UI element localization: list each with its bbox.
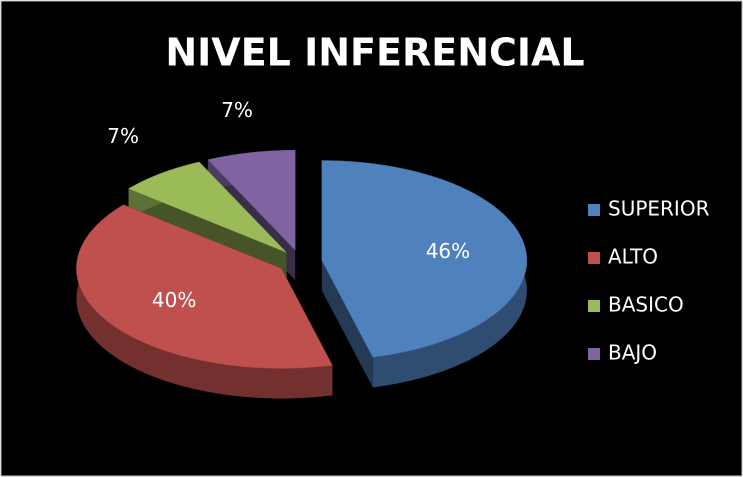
slice-top	[207, 149, 296, 251]
legend-label: SUPERIOR	[608, 197, 710, 221]
legend-label: ALTO	[608, 245, 658, 269]
data-label: 7%	[107, 124, 139, 148]
slice-top	[76, 204, 333, 369]
data-label: 46%	[426, 239, 470, 263]
legend-label: BAJO	[608, 341, 657, 365]
legend-swatch	[588, 252, 600, 264]
legend-swatch	[588, 348, 600, 360]
data-label: 7%	[221, 98, 253, 122]
slice-side	[76, 204, 333, 399]
legend-swatch	[588, 204, 600, 216]
slice-wall	[321, 260, 373, 388]
data-label: 40%	[152, 288, 196, 312]
legend-swatch	[588, 300, 600, 312]
slice-top	[127, 161, 287, 253]
slice-top	[321, 160, 528, 358]
chart-title: NIVEL INFERENCIAL	[165, 31, 584, 75]
legend-label: BASICO	[608, 293, 684, 317]
